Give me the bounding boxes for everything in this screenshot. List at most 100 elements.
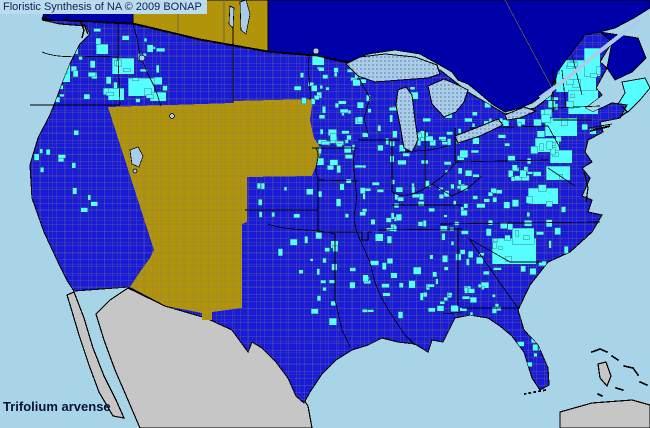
record-county (382, 292, 391, 297)
record-county (550, 147, 556, 155)
record-county (370, 219, 376, 225)
lake-michigan (395, 86, 419, 153)
record-county (546, 219, 553, 227)
record-county (428, 207, 435, 212)
record-county (322, 74, 329, 79)
record-county (446, 131, 453, 135)
record-county (39, 148, 43, 154)
map-title: Floristic Synthesis of NA © 2009 BONAP (3, 1, 202, 13)
lake-superior (345, 53, 441, 83)
record-county (498, 134, 506, 139)
record-county (538, 260, 547, 266)
record-county (471, 149, 479, 153)
record-county (444, 161, 452, 166)
record-county (333, 67, 339, 73)
record-county (492, 242, 497, 249)
record-county (436, 305, 444, 312)
long-island (589, 125, 611, 132)
record-county (444, 266, 449, 271)
record-county (381, 262, 387, 270)
record-county (154, 77, 163, 85)
great-salt-lake (129, 146, 144, 168)
record-county (411, 186, 416, 194)
record-county (314, 95, 320, 100)
record-county (311, 308, 319, 314)
record-county (387, 236, 392, 244)
record-county (478, 252, 485, 256)
record-county (271, 212, 275, 217)
record-county (458, 179, 462, 185)
record-county (146, 44, 154, 53)
record-county (520, 265, 526, 273)
record-county (457, 167, 463, 175)
record-county (318, 114, 326, 119)
record-county (567, 61, 578, 67)
record-county (566, 79, 574, 85)
record-county (392, 130, 398, 138)
record-county (512, 199, 519, 207)
coastal-details (79, 18, 642, 395)
record-county (546, 141, 553, 150)
record-county (362, 274, 369, 282)
record-county (533, 118, 542, 127)
record-county (563, 246, 569, 254)
record-county (470, 296, 477, 303)
record-county (397, 311, 403, 319)
record-county (367, 108, 372, 113)
record-county (450, 241, 454, 246)
record-county (367, 309, 374, 313)
record-county (485, 228, 492, 236)
record-county (458, 128, 462, 134)
record-county (390, 212, 395, 220)
lake-huron (427, 78, 469, 118)
record-county (327, 165, 334, 170)
record-county (304, 236, 309, 244)
record-county (441, 233, 446, 241)
record-county (455, 253, 462, 261)
record-county (460, 209, 468, 216)
record-county (530, 146, 539, 154)
record-county (476, 256, 484, 264)
record-county (495, 189, 503, 194)
record-county (540, 114, 551, 123)
species-name-label: Trifolium arvense (3, 399, 111, 414)
record-county (335, 198, 341, 207)
record-county (492, 294, 496, 298)
record-county (508, 170, 514, 178)
record-county (389, 114, 393, 123)
record-county (258, 199, 263, 206)
record-county (464, 117, 473, 123)
record-county (498, 246, 503, 250)
record-county (438, 136, 447, 140)
record-county (339, 108, 349, 113)
record-county (459, 149, 469, 158)
record-county (472, 195, 478, 200)
record-county (325, 87, 330, 91)
record-county (555, 136, 562, 142)
record-county (293, 213, 301, 218)
record-county (527, 157, 531, 165)
record-county (319, 85, 323, 90)
yellowstone-lake (169, 113, 175, 119)
province-new-brunswick (598, 31, 647, 81)
record-county (420, 292, 424, 301)
lake-winnipeg (239, 0, 251, 35)
lake-erie (454, 118, 504, 144)
record-county (425, 135, 434, 142)
record-county (328, 318, 337, 326)
record-county (397, 159, 407, 165)
record-county (507, 155, 516, 161)
bahamas-islands (591, 348, 648, 397)
record-county (162, 85, 168, 91)
record-county (581, 123, 588, 131)
record-county (123, 68, 131, 72)
record-county (316, 268, 320, 276)
record-county (375, 233, 384, 242)
record-county (453, 200, 457, 205)
record-county (322, 257, 327, 263)
record-county (447, 138, 452, 146)
record-county (311, 98, 316, 105)
record-county (422, 220, 427, 227)
record-county (349, 281, 356, 289)
record-county (422, 292, 428, 298)
